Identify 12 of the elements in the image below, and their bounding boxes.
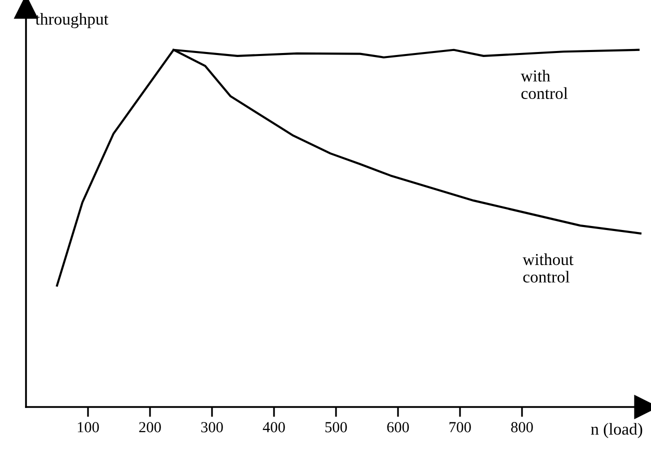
x-tick-label: 200 bbox=[139, 422, 161, 432]
series-label: with control bbox=[520, 70, 568, 100]
x-tick-label: 700 bbox=[450, 422, 471, 432]
x-tick-label: 100 bbox=[78, 422, 99, 432]
x-tick-label: 300 bbox=[201, 422, 223, 432]
x-tick-label: 500 bbox=[325, 422, 347, 432]
y-axis-title: throughput bbox=[35, 13, 108, 28]
series-label: without control bbox=[522, 253, 574, 283]
x-tick-label: 800 bbox=[511, 422, 533, 432]
x-axis-title: n (load) bbox=[590, 423, 642, 438]
x-tick-label: 400 bbox=[262, 422, 285, 432]
x-tick-label: 600 bbox=[387, 422, 409, 432]
